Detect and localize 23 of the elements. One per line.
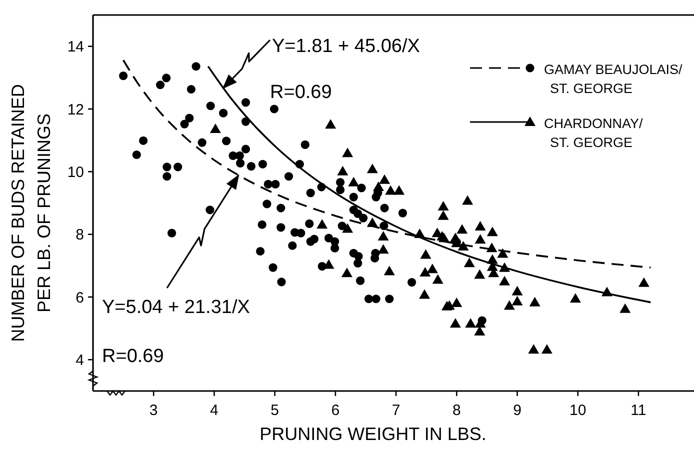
annotation: Y=1.81 + 45.06/X	[272, 36, 420, 57]
y-tick-label: 6	[76, 289, 84, 306]
y-tick-label: 14	[67, 38, 84, 56]
annotation: R=0.69	[270, 82, 332, 103]
legend-label: GAMAY BEAUJOLAIS/ ST. GEORGE	[544, 62, 683, 96]
x-tick-label: 11	[630, 402, 646, 419]
x-axis-title: PRUNING WEIGHT IN LBS.	[260, 424, 486, 444]
x-tick-label: 4	[210, 402, 218, 419]
y-tick-label: 8	[76, 226, 84, 244]
annotation: R=0.69	[102, 346, 164, 367]
x-tick-label: 6	[331, 402, 340, 419]
y-axis-title: NUMBER OF BUDS RETAINED PER LB. OF PRUNINGS	[8, 84, 54, 342]
y-tick-label: 4	[76, 352, 84, 369]
x-tick-label: 7	[392, 402, 400, 419]
x-tick-label: 3	[149, 402, 158, 419]
annotation: Y=5.04 + 21.31/X	[102, 297, 250, 318]
x-tick-label: 9	[513, 402, 522, 419]
legend-label: CHARDONNAY/ ST. GEORGE	[544, 116, 644, 150]
y-tick-label: 10	[67, 164, 84, 181]
y-tick-label: 12	[67, 101, 84, 118]
x-tick-label: 5	[270, 402, 279, 419]
x-tick-label: 8	[452, 402, 461, 419]
x-tick-label: 10	[570, 402, 586, 419]
